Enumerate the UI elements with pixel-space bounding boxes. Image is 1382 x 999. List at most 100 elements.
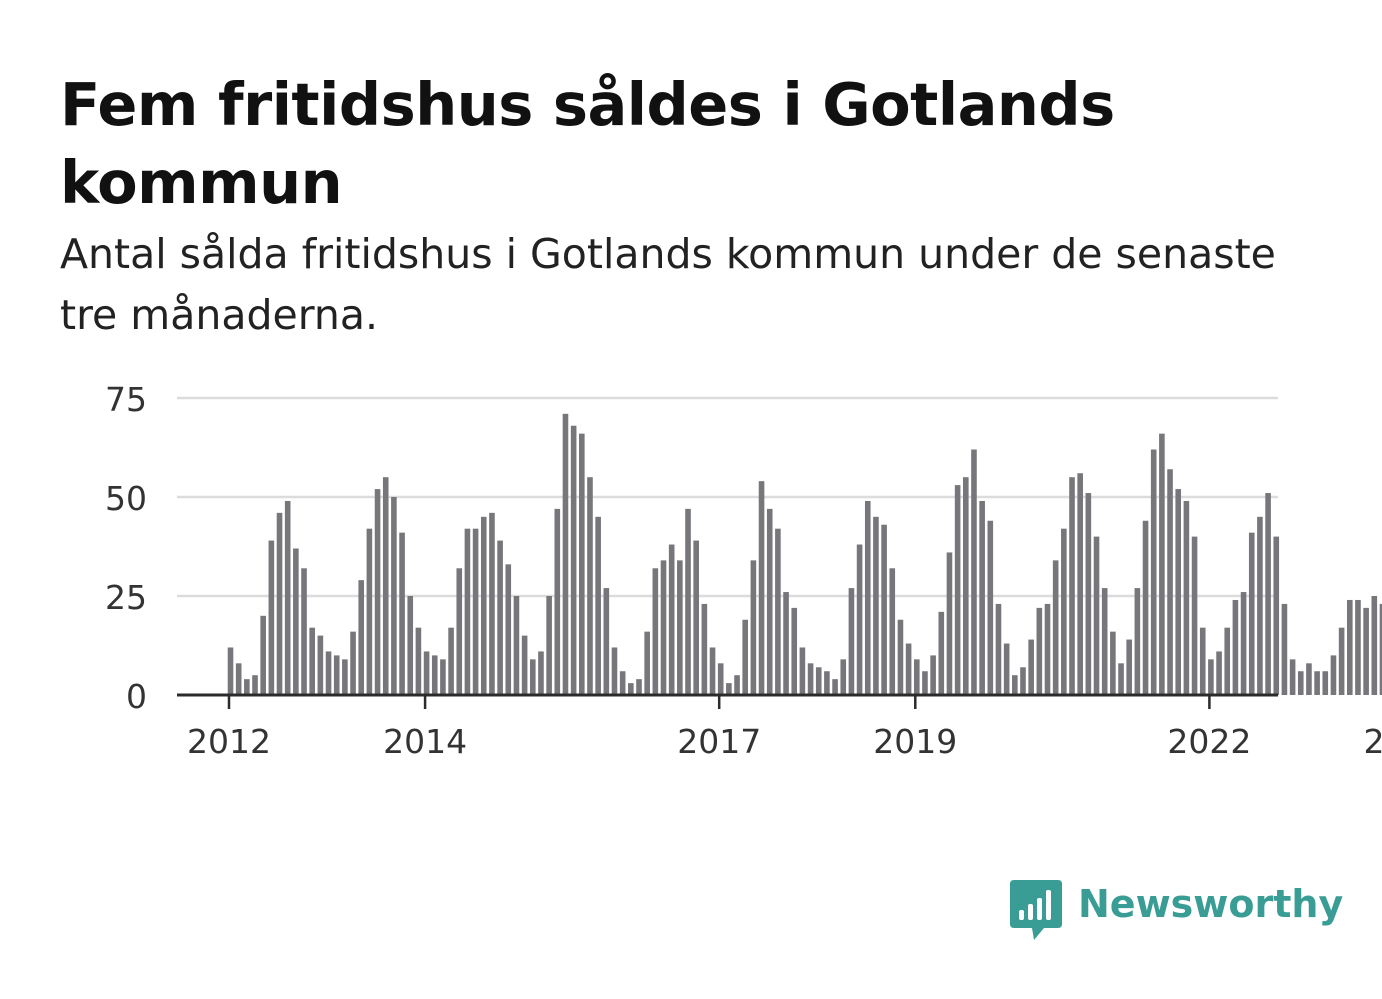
bar (1257, 516, 1263, 695)
bar (1110, 631, 1116, 695)
bar (1281, 603, 1288, 695)
bar (1159, 433, 1165, 695)
bar (440, 659, 446, 695)
bar (431, 655, 438, 695)
bar (227, 647, 234, 695)
bar (1330, 655, 1337, 695)
bar (472, 528, 479, 695)
bar (1044, 603, 1051, 695)
bar (366, 528, 373, 695)
y-tick-label: 50 (105, 479, 147, 518)
bar (407, 596, 414, 695)
bar (252, 675, 258, 695)
bar (913, 659, 920, 695)
bar (815, 667, 822, 695)
bar (971, 449, 977, 695)
bar (464, 528, 471, 695)
bar (529, 659, 536, 695)
bar (309, 627, 315, 695)
bar (497, 540, 503, 695)
bar (399, 532, 405, 695)
bar (693, 540, 699, 695)
bar (1371, 596, 1378, 695)
bar (595, 516, 601, 695)
bar (1248, 532, 1255, 695)
bar (1150, 449, 1157, 695)
bar (513, 596, 520, 695)
bar (382, 477, 389, 695)
bar (570, 425, 577, 695)
bar (1338, 627, 1345, 695)
bar (480, 516, 487, 695)
bar (1085, 493, 1092, 695)
y-tick-label: 0 (126, 677, 147, 716)
bar (938, 611, 945, 695)
y-axis-labels: 0 25 50 75 (105, 380, 147, 716)
bar (832, 679, 838, 695)
bar (840, 659, 847, 695)
bar (685, 508, 691, 695)
bar (905, 643, 912, 695)
x-axis-ticks (227, 695, 1211, 709)
bar (293, 548, 299, 695)
bar (260, 615, 266, 695)
bar (726, 683, 732, 695)
bar (660, 560, 667, 695)
bar (358, 580, 365, 695)
bar (1289, 659, 1296, 695)
bar (897, 619, 904, 695)
bar (1134, 588, 1141, 695)
bar (1273, 536, 1280, 695)
bar (333, 655, 340, 695)
x-tick-label: 2019 (873, 722, 957, 761)
bar (391, 497, 397, 695)
bar (652, 568, 659, 695)
bar (1003, 643, 1010, 695)
bar (546, 596, 552, 695)
bar (946, 552, 953, 695)
bar (636, 679, 642, 695)
bar (1265, 493, 1271, 695)
bar (1314, 671, 1320, 695)
bar (1101, 588, 1108, 695)
bar (856, 544, 863, 695)
bar (987, 520, 994, 695)
bar (1199, 627, 1206, 695)
bar (889, 568, 896, 695)
bar (562, 413, 569, 695)
bar (791, 607, 798, 695)
bar (1012, 675, 1018, 695)
bar (415, 627, 422, 695)
bar (963, 477, 969, 695)
bar (734, 675, 740, 695)
bar (824, 671, 830, 695)
bar (766, 508, 773, 695)
bar (742, 619, 749, 695)
x-tick-label: 2017 (677, 722, 761, 761)
bar (538, 651, 544, 695)
bar (954, 485, 961, 695)
bar (1306, 663, 1312, 695)
bar (677, 560, 683, 695)
bar (717, 663, 724, 695)
bar (284, 500, 291, 695)
bar (505, 564, 512, 695)
bar (579, 433, 585, 695)
bar (995, 603, 1002, 695)
bar (1183, 500, 1190, 695)
x-tick-label: 2024 (1363, 722, 1382, 761)
bar (1379, 603, 1382, 695)
bar (1167, 469, 1173, 695)
bar (521, 635, 528, 695)
grid-lines (177, 396, 1278, 598)
bar (268, 540, 275, 695)
bar (873, 516, 879, 695)
bar (709, 647, 716, 695)
bar (554, 508, 561, 695)
bar (1028, 639, 1034, 695)
bar (807, 663, 814, 695)
bar (276, 512, 283, 695)
bar (235, 663, 242, 695)
bar (701, 603, 708, 695)
bar (1355, 599, 1361, 695)
